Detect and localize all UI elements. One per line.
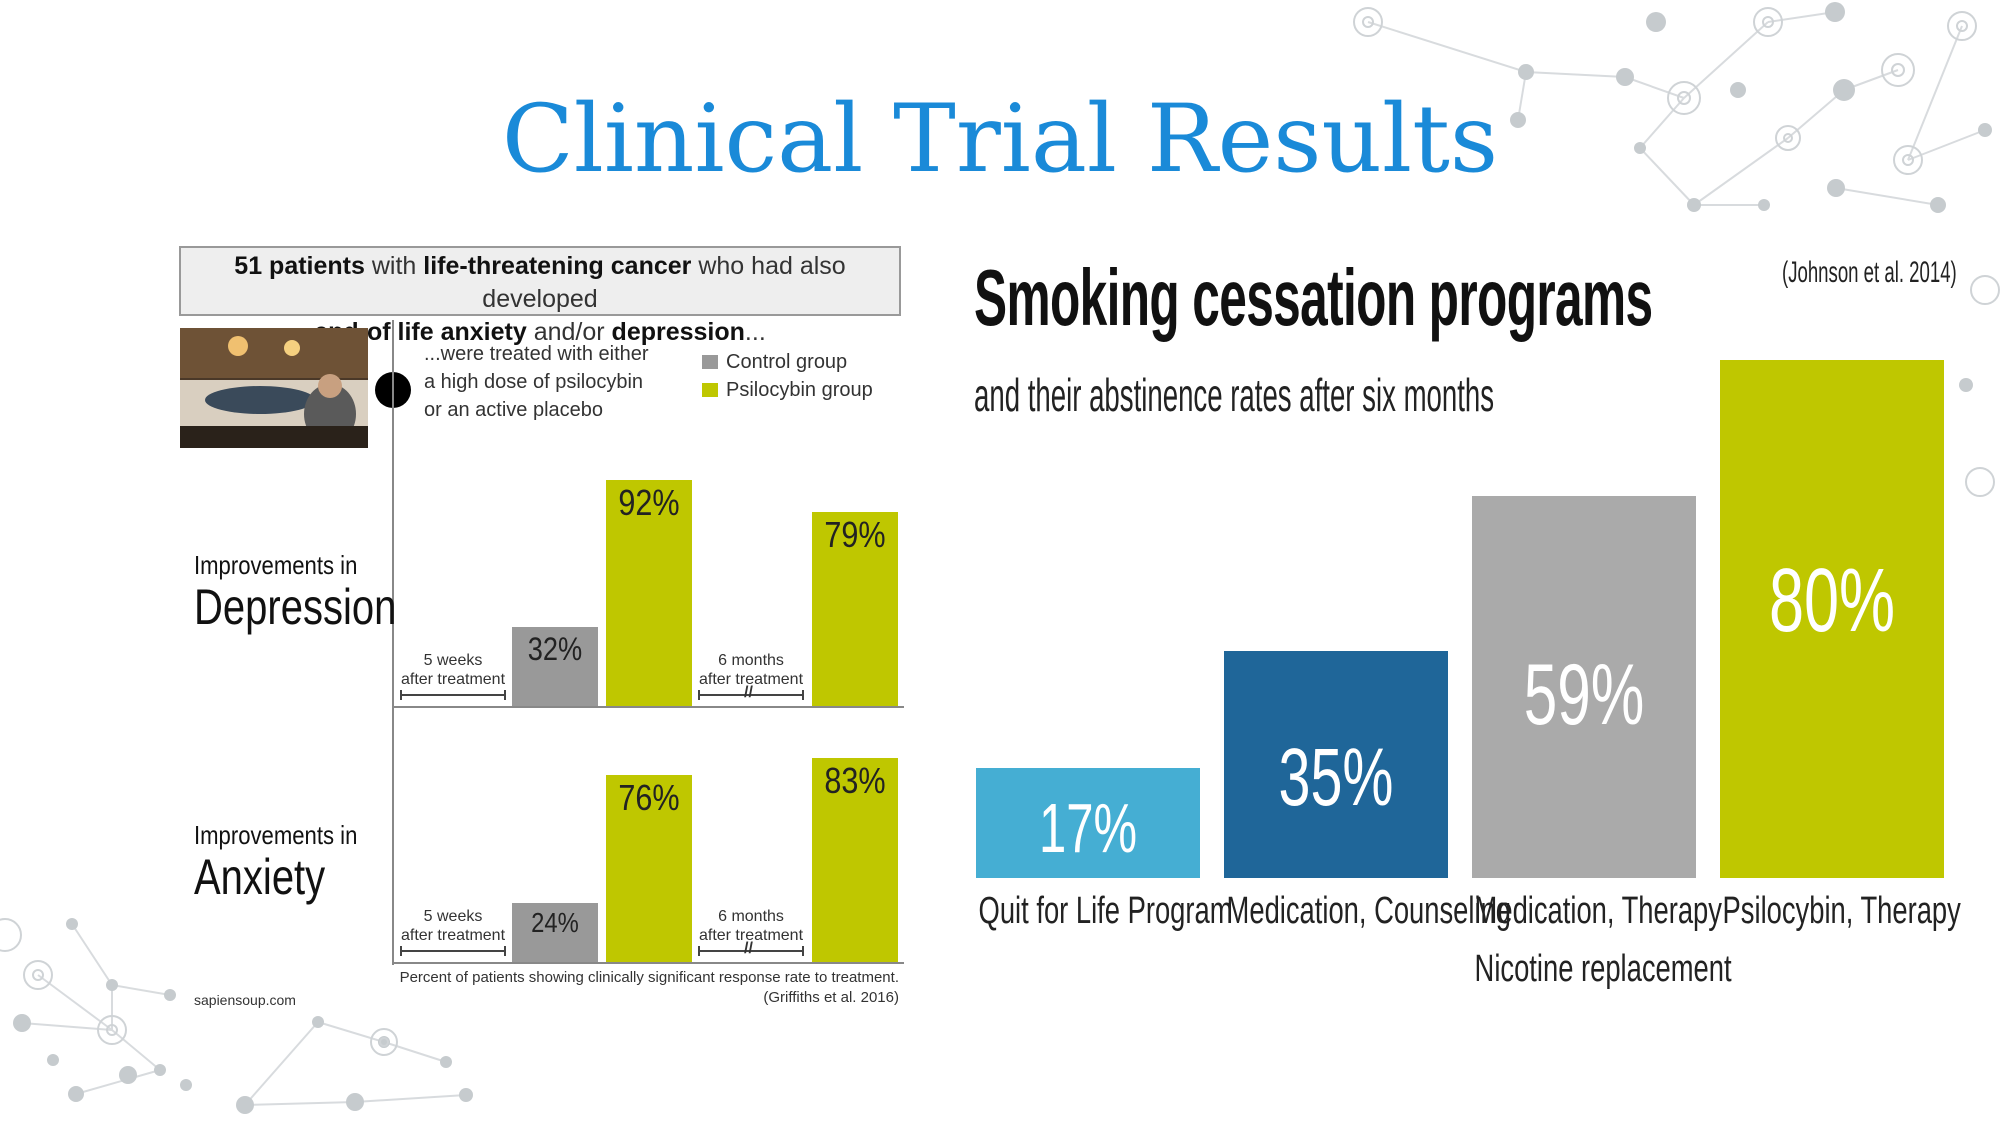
period-label-line: after treatment xyxy=(698,927,804,944)
smoking-bar xyxy=(1720,360,1944,878)
smoking-bar-value: 35% xyxy=(1278,732,1394,823)
period-label-line: 5 weeks xyxy=(423,908,483,925)
smoking-chart-subtitle: and their abstinence rates after six mon… xyxy=(974,369,1495,421)
bar-value-label: 83% xyxy=(824,760,886,801)
header-text-part: life-threatening cancer xyxy=(423,252,692,280)
period-label-line: after treatment xyxy=(400,927,506,944)
chart-baseline xyxy=(394,962,904,964)
smoking-bar-value: 59% xyxy=(1523,647,1645,743)
period-label-line: after treatment xyxy=(698,671,804,688)
depression-title-big: Depression xyxy=(194,579,397,635)
header-text-part: who had also developed xyxy=(482,252,846,313)
period-label: 5 weeks after treatment xyxy=(398,651,508,689)
period-label-line: 6 months xyxy=(718,908,784,925)
treatment-line: or an active placebo xyxy=(424,399,604,421)
legend-item-psilocybin: Psilocybin group xyxy=(702,376,873,404)
source-credit: sapiensoup.com xyxy=(194,992,296,1008)
anxiety-row-title: Improvements in Anxiety xyxy=(194,820,386,904)
depression-title-small: Improvements in xyxy=(194,550,358,580)
note-citation: (Griffiths et al. 2016) xyxy=(763,989,899,1006)
header-text-part: 51 patients xyxy=(234,252,365,280)
treatment-line: a high dose of psilocybin xyxy=(424,371,644,393)
anxiety-chart: 5 weeks after treatment 24% 76% 6 months afte… xyxy=(394,720,904,964)
timeline-break-mark: // xyxy=(744,684,753,701)
smoking-category-label: Psilocybin, Therapy xyxy=(1722,882,1961,940)
patient-photo xyxy=(180,328,368,448)
period-label: 6 months after treatment xyxy=(696,651,806,689)
category-label-line: Quit for Life Program xyxy=(978,890,1233,932)
bar-value-label: 76% xyxy=(618,777,680,818)
smoking-category-label: Medication, Therapy Nicotine replacement xyxy=(1474,882,1732,998)
bar-psilocybin xyxy=(606,775,692,962)
treatment-line: ...were treated with either xyxy=(424,343,649,365)
period-label: 6 months after treatment xyxy=(696,907,806,945)
bar-psilocybin xyxy=(812,512,898,706)
note-text: Percent of patients showing clinically s… xyxy=(399,969,899,986)
bar-value-label: 79% xyxy=(824,514,886,555)
slide-title: Clinical Trial Results xyxy=(501,85,1499,194)
study-description-box: 51 patients with life-threatening cancer… xyxy=(179,246,901,346)
timeline-break-mark: // xyxy=(744,940,753,957)
header-text-part: ... xyxy=(744,318,766,346)
period-label-line: 6 months xyxy=(718,652,784,669)
smoking-chart: 17% Quit for Life Program 35% Medication, C… xyxy=(970,340,1961,1000)
bar-value-label: 32% xyxy=(527,631,583,667)
anxiety-title-big: Anxiety xyxy=(194,849,326,905)
category-label-line: Medication, Therapy xyxy=(1474,890,1722,932)
smoking-chart-title: Smoking cessation programs xyxy=(974,253,1653,342)
figure-note: Percent of patients showing clinically s… xyxy=(396,968,899,1008)
depression-chart: 5 weeks after treatment 32% 92% 6 months afte… xyxy=(394,460,904,708)
smoking-bar xyxy=(1472,496,1696,878)
period-bracket xyxy=(698,946,804,956)
bar-control xyxy=(512,903,598,962)
bar-psilocybin xyxy=(606,480,692,706)
legend-label-control: Control group xyxy=(726,351,848,373)
depression-row-title: Improvements in Depression xyxy=(194,550,447,634)
header-text-part: depression xyxy=(611,318,745,346)
legend-swatch-control xyxy=(702,355,718,369)
period-bracket xyxy=(400,690,506,700)
category-label-line: Psilocybin, Therapy xyxy=(1722,890,1961,932)
smoking-category-label: Medication, Counseling xyxy=(1226,882,1511,940)
category-label-line: Nicotine replacement xyxy=(1474,948,1732,990)
treatment-description: ...were treated with either a high dose … xyxy=(424,340,649,424)
period-label-line: after treatment xyxy=(400,671,506,688)
smoking-bar-value: 17% xyxy=(1038,789,1138,867)
legend: Control group Psilocybin group xyxy=(702,348,873,404)
timeline-line xyxy=(392,320,394,965)
smoking-chart-citation: (Johnson et al. 2014) xyxy=(1782,256,1957,289)
period-label: 5 weeks after treatment xyxy=(398,907,508,945)
smoking-bar xyxy=(976,768,1200,878)
bar-control xyxy=(512,627,598,706)
bar-psilocybin xyxy=(812,758,898,962)
smoking-bar xyxy=(1224,651,1448,878)
smoking-bar-value: 80% xyxy=(1768,551,1896,651)
legend-swatch-psilocybin xyxy=(702,383,718,397)
category-label-line: Medication, Counseling xyxy=(1226,890,1511,932)
header-text-part: and/or xyxy=(526,318,612,346)
smoking-category-label: Quit for Life Program xyxy=(978,882,1233,940)
bar-value-label: 24% xyxy=(531,907,579,938)
legend-label-psilocybin: Psilocybin group xyxy=(726,379,873,401)
period-bracket xyxy=(400,946,506,956)
anxiety-title-small: Improvements in xyxy=(194,820,358,850)
chart-baseline xyxy=(394,706,904,708)
period-label-line: 5 weeks xyxy=(423,652,483,669)
bar-value-label: 92% xyxy=(618,482,680,523)
period-bracket xyxy=(698,690,804,700)
header-text-part: with xyxy=(364,252,424,280)
legend-item-control: Control group xyxy=(702,348,873,376)
